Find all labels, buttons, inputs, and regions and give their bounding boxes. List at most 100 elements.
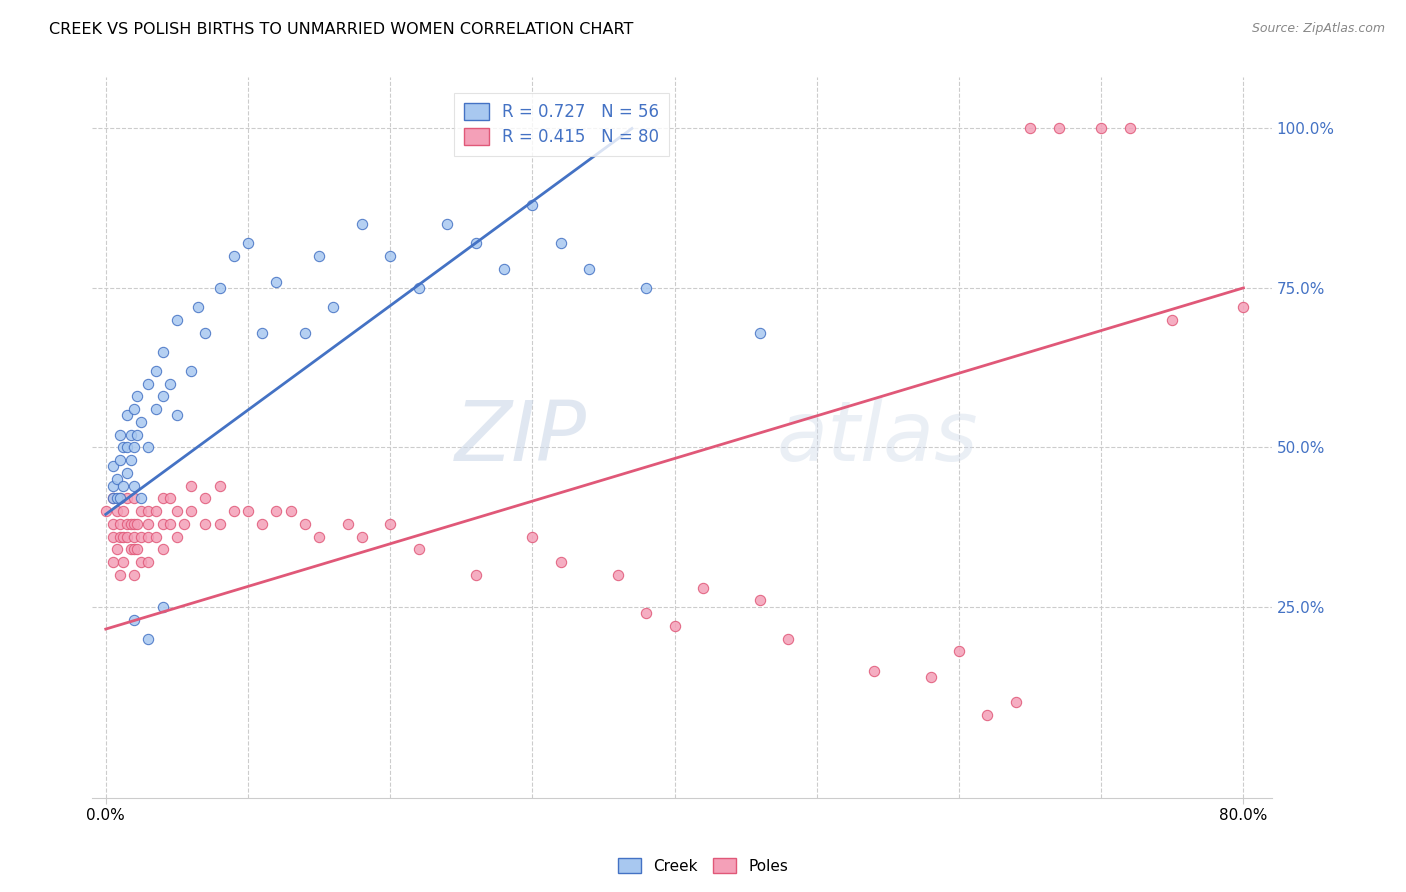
Point (120, 516, 142, 531)
Point (131, 530, 153, 544)
Text: atlas: atlas (776, 397, 977, 478)
Point (294, 516, 316, 531)
Text: CREEK VS POLISH BIRTHS TO UNMARRIED WOMEN CORRELATION CHART: CREEK VS POLISH BIRTHS TO UNMARRIED WOME… (49, 22, 634, 37)
Point (125, 427, 148, 442)
Point (138, 440, 160, 454)
Point (138, 555, 160, 569)
Point (108, 567, 131, 582)
Point (105, 472, 128, 486)
Point (748, 593, 770, 607)
Point (948, 644, 970, 658)
Point (1019, 121, 1042, 136)
Point (636, 281, 658, 295)
Point (350, 217, 373, 231)
Point (862, 664, 884, 678)
Point (159, 376, 181, 391)
Point (115, 409, 138, 423)
Point (308, 249, 330, 263)
Point (1232, 300, 1254, 314)
Point (138, 530, 160, 544)
Point (1090, 121, 1112, 136)
Point (120, 427, 142, 442)
Point (976, 708, 998, 723)
Point (152, 542, 174, 557)
Point (236, 504, 259, 518)
Text: Source: ZipAtlas.com: Source: ZipAtlas.com (1251, 22, 1385, 36)
Point (120, 453, 142, 467)
Point (152, 389, 174, 403)
Point (920, 670, 942, 684)
Point (145, 364, 167, 378)
Point (222, 504, 245, 518)
Point (166, 504, 188, 518)
Point (194, 491, 217, 506)
Point (131, 491, 153, 506)
Point (778, 632, 800, 646)
Point (166, 409, 188, 423)
Point (105, 504, 128, 518)
Point (180, 504, 202, 518)
Point (380, 249, 402, 263)
Point (1047, 121, 1070, 136)
Point (194, 516, 217, 531)
Point (115, 530, 138, 544)
Point (250, 516, 273, 531)
Point (101, 491, 124, 506)
Point (125, 389, 148, 403)
Point (266, 504, 288, 518)
Point (145, 530, 167, 544)
Point (322, 300, 344, 314)
Point (122, 516, 145, 531)
Point (108, 491, 131, 506)
Point (350, 530, 373, 544)
Point (550, 555, 572, 569)
Point (138, 376, 160, 391)
Legend: Creek, Poles: Creek, Poles (612, 852, 794, 880)
Point (122, 440, 145, 454)
Point (108, 453, 131, 467)
Point (250, 326, 273, 340)
Point (125, 516, 148, 531)
Point (1118, 121, 1140, 136)
Point (152, 516, 174, 531)
Point (180, 364, 202, 378)
Point (208, 516, 231, 531)
Point (122, 613, 145, 627)
Point (131, 504, 153, 518)
Point (380, 516, 402, 531)
Point (492, 261, 515, 276)
Point (125, 542, 148, 557)
Point (294, 326, 316, 340)
Point (408, 542, 430, 557)
Point (222, 249, 245, 263)
Point (1161, 312, 1184, 326)
Point (111, 504, 134, 518)
Point (101, 478, 124, 492)
Point (578, 261, 600, 276)
Point (108, 491, 131, 506)
Point (122, 567, 145, 582)
Point (101, 516, 124, 531)
Point (138, 504, 160, 518)
Point (122, 478, 145, 492)
Point (145, 402, 167, 417)
Point (166, 312, 188, 326)
Point (145, 504, 167, 518)
Point (131, 555, 153, 569)
Legend: R = 0.727   N = 56, R = 0.415   N = 80: R = 0.727 N = 56, R = 0.415 N = 80 (454, 93, 669, 156)
Point (111, 478, 134, 492)
Point (111, 530, 134, 544)
Point (194, 326, 217, 340)
Point (122, 402, 145, 417)
Point (120, 542, 142, 557)
Point (664, 619, 686, 633)
Point (138, 632, 160, 646)
Point (636, 606, 658, 620)
Point (408, 281, 430, 295)
Point (94, 504, 117, 518)
Point (208, 478, 231, 492)
Point (180, 478, 202, 492)
Point (464, 567, 486, 582)
Point (336, 516, 359, 531)
Point (236, 236, 259, 251)
